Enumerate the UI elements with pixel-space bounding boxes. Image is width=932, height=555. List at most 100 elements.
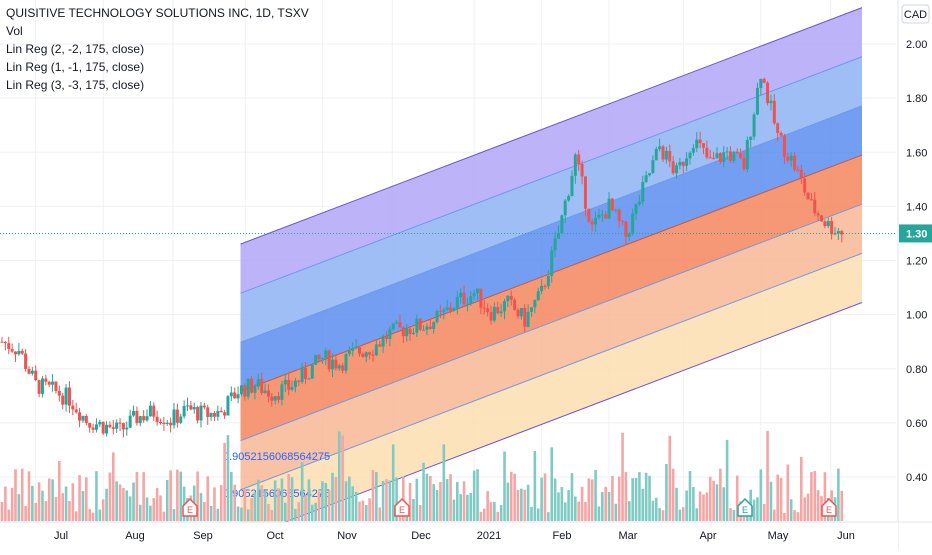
currency-label[interactable]: CAD [904,9,927,21]
candle-body [469,296,473,304]
volume-bar [729,508,732,521]
candle-body [766,82,770,104]
volume-bar [169,470,172,521]
candle-body [61,395,65,405]
price-tick-label: 1.40 [906,201,927,213]
symbol-title[interactable]: QUISITIVE TECHNOLOGY SOLUTIONS INC, 1D, … [6,6,309,20]
volume-bar [213,487,216,521]
volume-bar [243,489,247,521]
volume-bar [759,469,763,521]
candle-body [637,201,641,205]
volume-bar [486,491,489,521]
volume-bar [68,501,71,521]
candle-body [762,78,766,83]
candle-body [708,157,712,159]
indicator-linreg-1[interactable]: Lin Reg (1, -1, 175, close) [6,60,145,74]
volume-bar [712,480,715,521]
candle-body [398,322,402,328]
time-tick-label: Mar [619,530,638,542]
candle-body [550,250,554,276]
candle-body [165,422,169,424]
candle-body [236,394,240,399]
volume-bar [317,491,321,521]
candle-body [759,78,763,88]
earnings-marker-label: E [826,505,832,515]
candle-body [142,416,146,421]
candle-body [253,386,257,393]
candle-body [354,347,358,349]
candle-body [185,405,189,407]
volume-bar [165,480,169,521]
volume-bar [273,480,277,521]
candle-body [671,161,675,174]
candle-body [499,311,503,314]
volume-bar [783,512,786,521]
candle-body [300,367,304,382]
indicator-linreg-2[interactable]: Lin Reg (2, -2, 175, close) [6,42,145,56]
earnings-marker[interactable]: E [182,497,198,517]
candle-body [3,341,7,344]
volume-bar [560,487,564,521]
regression-band-1-lower [240,155,862,441]
candle-body [715,153,719,159]
candle-body [270,396,274,401]
volume-bar [24,506,27,521]
candle-body [425,326,429,330]
regression-line [240,302,863,540]
candle-body [371,354,375,356]
volume-bar [442,444,446,521]
earnings-marker[interactable]: E [394,497,410,517]
candle-body [428,326,432,329]
regression-coef-label: 0.9052156068564275 [223,451,330,463]
candle-body [496,306,500,314]
candle-body [803,178,807,193]
volume-bar [31,485,34,521]
volume-bar [631,478,634,521]
candle-body [786,156,790,161]
candle-body [44,378,48,382]
volume-bar [0,502,4,521]
earnings-marker[interactable]: E [821,497,837,517]
volume-bar [489,502,493,521]
candle-body [344,354,348,371]
candle-body [34,370,38,381]
volume-bar [746,512,749,521]
volume-bar [135,472,139,521]
volume-bar [122,488,125,521]
volume-bar [287,473,290,521]
candle-body [567,196,571,201]
volume-bar [395,477,398,521]
volume-bar [499,505,503,521]
indicator-vol[interactable]: Vol [6,24,23,38]
volume-bar [735,475,739,521]
volume-bar [553,478,557,521]
volume-bar [432,484,435,521]
candle-body [78,412,82,421]
volume-bar [219,485,223,521]
candle-body [364,352,368,357]
volume-bar [756,497,759,521]
candle-body [627,233,631,237]
volume-bar [64,486,68,521]
price-tick-label: 2.00 [906,39,927,51]
candle-body [691,148,695,153]
candle-body [675,165,679,174]
candle-body [840,231,844,235]
volume-bar [371,470,375,521]
candle-body [503,301,507,312]
candle-body [27,368,31,374]
candle-body [381,336,385,347]
candle-body [226,396,230,416]
candle-body [533,300,537,308]
indicator-linreg-3[interactable]: Lin Reg (3, -3, 175, close) [6,78,145,92]
volume-bar [732,510,736,521]
volume-bar [665,463,668,521]
earnings-marker[interactable]: E [737,497,753,517]
volume-bar [513,473,516,521]
volume-bar [462,481,466,521]
volume-bar [614,503,618,521]
currency-box[interactable] [901,4,930,24]
volume-bar [752,499,756,521]
